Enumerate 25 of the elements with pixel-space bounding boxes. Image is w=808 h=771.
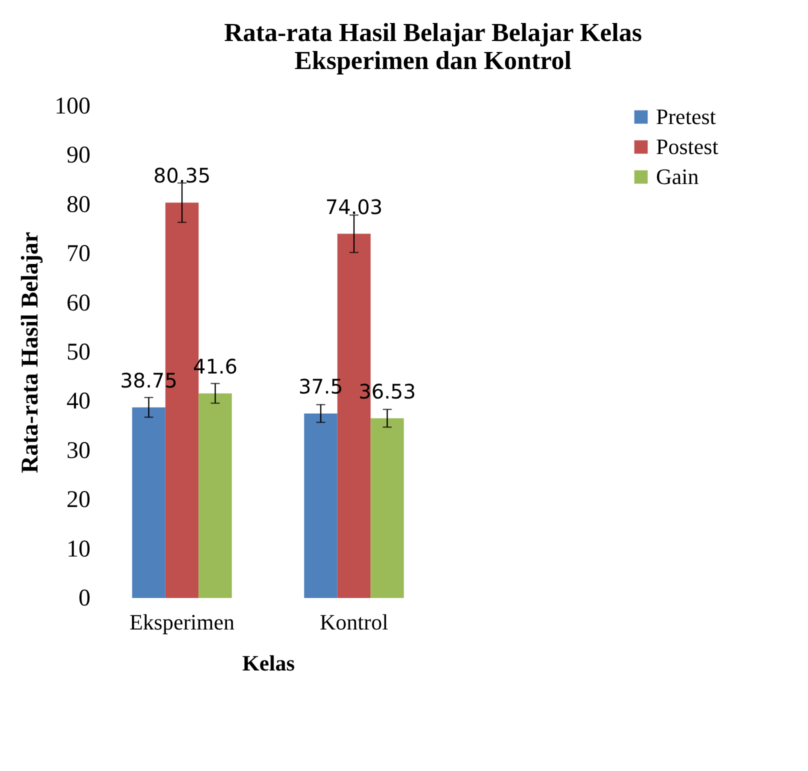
y-tick-label: 30 xyxy=(66,438,90,464)
y-tick-label: 10 xyxy=(66,536,90,562)
legend-label: Gain xyxy=(656,164,699,189)
bar xyxy=(304,414,338,598)
bar xyxy=(132,407,166,598)
x-tick-label: Eksperimen xyxy=(129,610,235,634)
y-tick-label: 40 xyxy=(66,388,90,415)
y-tick-label: 20 xyxy=(66,487,90,514)
legend-label: Postest xyxy=(656,134,718,159)
y-tick-label: 0 xyxy=(78,586,90,612)
data-label: 80.35 xyxy=(153,164,211,188)
legend-label: Pretest xyxy=(656,104,716,129)
x-axis-title: Kelas xyxy=(242,650,296,676)
bar xyxy=(370,418,404,598)
x-tick-label: Kontrol xyxy=(320,610,388,634)
chart-title: Rata-rata Hasil Belajar Belajar Kelas Eksperimen dan Kontrol xyxy=(224,18,642,75)
y-tick-label: 100 xyxy=(54,94,90,120)
y-tick-label: 60 xyxy=(66,290,90,316)
y-axis-title: Rata-rata Hasil Belajar xyxy=(18,232,44,474)
y-tick-label: 80 xyxy=(66,192,90,218)
data-label: 74.03 xyxy=(325,194,383,219)
y-tick-label: 90 xyxy=(66,142,90,169)
bar xyxy=(198,393,232,598)
y-tick-label: 50 xyxy=(66,340,90,366)
y-tick-label: 70 xyxy=(66,241,90,268)
